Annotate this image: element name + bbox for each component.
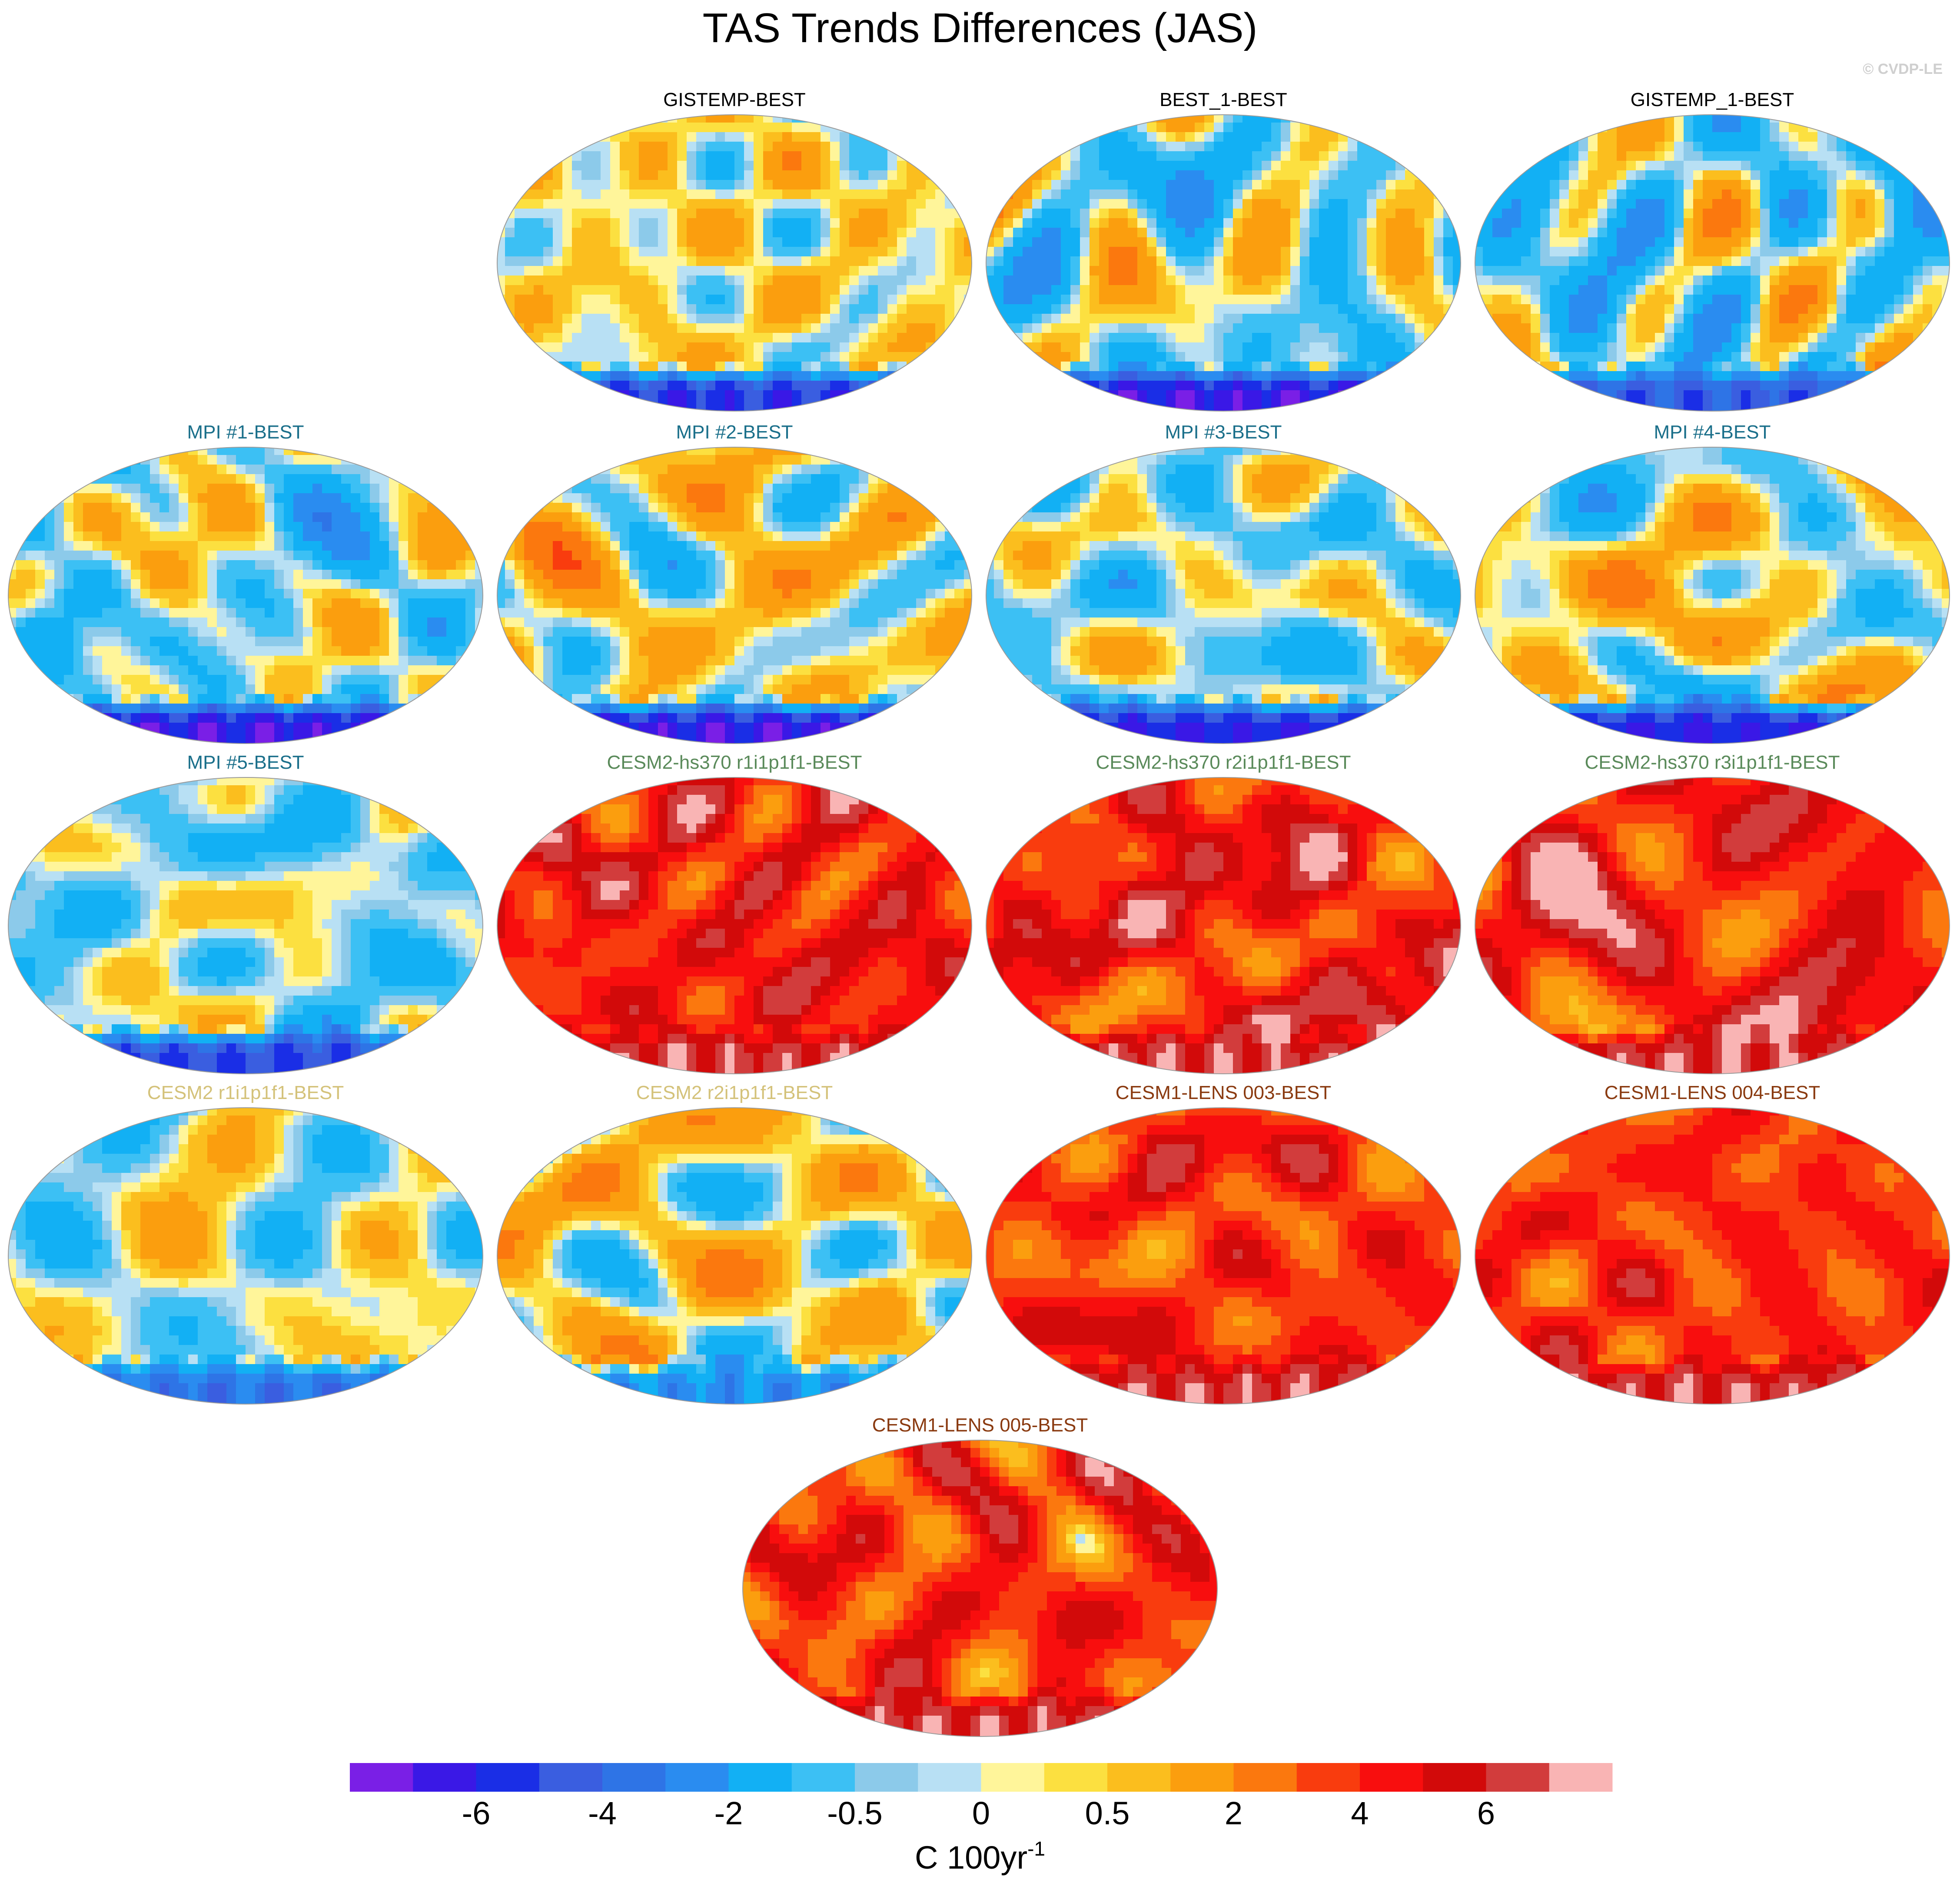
panel-title: GISTEMP-BEST <box>495 89 973 111</box>
global-map <box>1475 114 1950 412</box>
map-panel: CESM2-hs370 r3i1p1f1-BEST <box>1473 752 1951 1084</box>
global-map <box>8 1107 483 1405</box>
colorbar-swatch <box>1170 1763 1234 1792</box>
global-map <box>1475 777 1950 1074</box>
panel-title: MPI #4-BEST <box>1473 422 1951 443</box>
map-panel: MPI #4-BEST <box>1473 422 1951 754</box>
map-panel: MPI #3-BEST <box>984 422 1462 754</box>
global-map <box>497 777 972 1074</box>
panel-title: CESM1-LENS 005-BEST <box>741 1414 1219 1436</box>
colorbar-swatch <box>1486 1763 1550 1792</box>
map-panel: CESM1-LENS 003-BEST <box>984 1082 1462 1414</box>
global-map <box>986 114 1461 412</box>
panel-title: CESM2-hs370 r2i1p1f1-BEST <box>984 752 1462 774</box>
colorbar-tick-label: 6 <box>1477 1795 1495 1831</box>
map-panel: CESM2-hs370 r2i1p1f1-BEST <box>984 752 1462 1084</box>
map-panel: CESM2-hs370 r1i1p1f1-BEST <box>495 752 973 1084</box>
panel-title: CESM2-hs370 r3i1p1f1-BEST <box>1473 752 1951 774</box>
map-panel: MPI #1-BEST <box>7 422 485 754</box>
panel-title: CESM1-LENS 003-BEST <box>984 1082 1462 1104</box>
colorbar-tick-label: 2 <box>1225 1795 1242 1831</box>
colorbar-tick-label: -4 <box>588 1795 617 1831</box>
colorbar-swatch <box>1296 1763 1360 1792</box>
panel-title: MPI #2-BEST <box>495 422 973 443</box>
colorbar-swatch <box>1423 1763 1486 1792</box>
global-map <box>1475 1107 1950 1405</box>
colorbar-swatch <box>791 1763 855 1792</box>
panel-title: BEST_1-BEST <box>984 89 1462 111</box>
panel-title: MPI #1-BEST <box>7 422 485 443</box>
map-panel: GISTEMP-BEST <box>495 89 973 422</box>
colorbar-swatch <box>539 1763 603 1792</box>
panel-title: CESM1-LENS 004-BEST <box>1473 1082 1951 1104</box>
colorbar-tick-label: 4 <box>1351 1795 1369 1831</box>
map-panel: CESM1-LENS 005-BEST <box>741 1414 1219 1747</box>
panel-title: MPI #3-BEST <box>984 422 1462 443</box>
colorbar-swatch <box>602 1763 666 1792</box>
colorbar-swatch <box>665 1763 729 1792</box>
global-map <box>1475 447 1950 744</box>
map-panel: CESM2 r1i1p1f1-BEST <box>7 1082 485 1414</box>
global-map <box>497 114 972 412</box>
colorbar-swatch <box>476 1763 540 1792</box>
map-panel: MPI #2-BEST <box>495 422 973 754</box>
colorbar-tick-label: -6 <box>462 1795 491 1831</box>
colorbar-swatch <box>855 1763 918 1792</box>
panel-title: CESM2 r2i1p1f1-BEST <box>495 1082 973 1104</box>
colorbar-tick-label: -2 <box>714 1795 743 1831</box>
global-map <box>497 447 972 744</box>
map-panel: CESM2 r2i1p1f1-BEST <box>495 1082 973 1414</box>
copyright-label: © CVDP-LE <box>1863 61 1943 78</box>
panel-title: GISTEMP_1-BEST <box>1473 89 1951 111</box>
colorbar-swatch <box>918 1763 981 1792</box>
colorbar-swatch <box>1107 1763 1171 1792</box>
colorbar-tick-label: -0.5 <box>827 1795 883 1831</box>
colorbar-swatch <box>981 1763 1045 1792</box>
global-map <box>497 1107 972 1405</box>
colorbar-swatch <box>728 1763 792 1792</box>
colorbar-swatch <box>350 1763 413 1792</box>
chart-title: TAS Trends Differences (JAS) <box>0 4 1960 52</box>
colorbar-tick-label: 0.5 <box>1085 1795 1130 1831</box>
colorbar-tick-label: 0 <box>972 1795 990 1831</box>
map-panel: GISTEMP_1-BEST <box>1473 89 1951 422</box>
colorbar-swatch <box>1044 1763 1108 1792</box>
map-panel: CESM1-LENS 004-BEST <box>1473 1082 1951 1414</box>
colorbar-swatch <box>413 1763 476 1792</box>
panel-title: CESM2-hs370 r1i1p1f1-BEST <box>495 752 973 774</box>
global-map <box>8 447 483 744</box>
colorbar-swatch <box>1549 1763 1613 1792</box>
colorbar-units-label: C 100yr-1 <box>915 1837 1045 1876</box>
global-map <box>986 447 1461 744</box>
colorbar-swatch <box>1233 1763 1297 1792</box>
map-panel: MPI #5-BEST <box>7 752 485 1084</box>
panel-title: MPI #5-BEST <box>7 752 485 774</box>
global-map <box>742 1440 1218 1737</box>
global-map <box>986 777 1461 1074</box>
colorbar-swatch <box>1360 1763 1423 1792</box>
map-panel: BEST_1-BEST <box>984 89 1462 422</box>
global-map <box>8 777 483 1074</box>
global-map <box>986 1107 1461 1405</box>
panel-title: CESM2 r1i1p1f1-BEST <box>7 1082 485 1104</box>
